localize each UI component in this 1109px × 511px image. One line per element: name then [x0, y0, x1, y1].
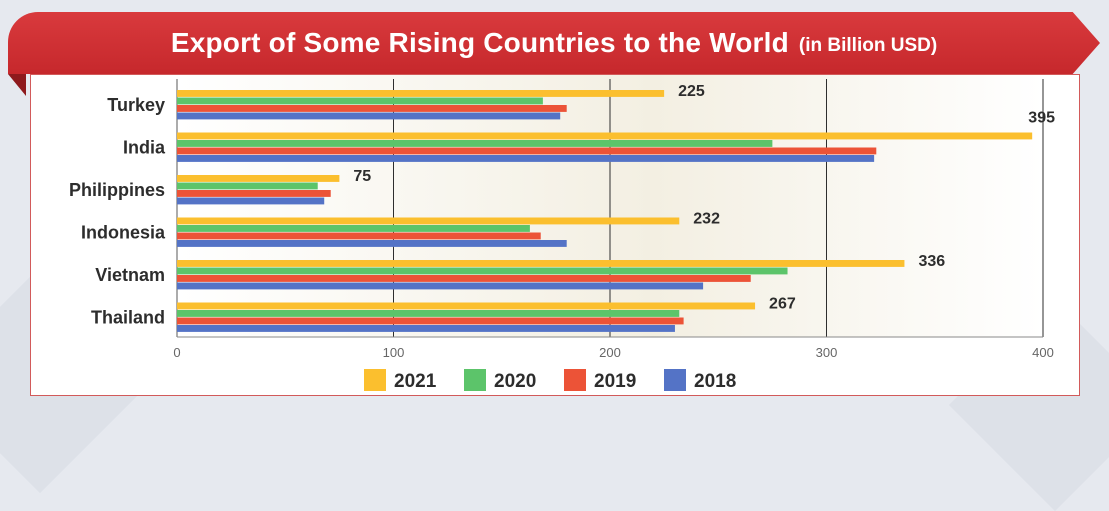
bar-turkey-2019 [177, 105, 567, 112]
bar-india-2021 [177, 132, 1033, 140]
x-tick-label: 0 [173, 345, 180, 360]
bar-india-2019 [177, 147, 877, 155]
bar-india-2020 [177, 140, 773, 147]
legend-label: 2019 [594, 371, 636, 392]
bar-thailand-2020 [177, 310, 680, 317]
data-label: 225 [678, 83, 705, 100]
bar-philippines-2018 [177, 197, 325, 205]
bar-turkey-2021 [177, 90, 665, 97]
x-tick-label: 300 [816, 345, 838, 360]
bar-thailand-2021 [177, 302, 756, 310]
bar-thailand-2019 [177, 317, 684, 325]
legend-swatch-2019 [564, 369, 586, 391]
category-label: Vietnam [95, 265, 165, 285]
bar-chart: Turkey India Philippines Indonesia Vietnam Th… [69, 75, 1055, 392]
banner-fold [8, 74, 26, 96]
bar-vietnam-2018 [177, 282, 704, 290]
data-label: 267 [769, 296, 796, 313]
bar-vietnam-2021 [177, 260, 905, 267]
data-label: 336 [918, 253, 945, 270]
legend-label: 2021 [394, 371, 437, 392]
category-label: Philippines [69, 180, 165, 200]
bar-indonesia-2021 [177, 217, 680, 225]
bar-vietnam-2019 [177, 275, 751, 282]
legend-label: 2020 [494, 371, 536, 392]
legend-swatch-2020 [464, 369, 486, 391]
bar-indonesia-2019 [177, 232, 541, 240]
chart-panel: Turkey India Philippines Indonesia Vietnam Th… [30, 74, 1080, 396]
x-tick-label: 400 [1032, 345, 1054, 360]
bar-philippines-2019 [177, 190, 331, 197]
category-label: Turkey [107, 95, 165, 115]
chart-subtitle: (in Billion USD) [798, 35, 938, 56]
bar-india-2018 [177, 155, 875, 162]
legend-label: 2018 [694, 371, 736, 392]
title-banner: Export of Some Rising Countries to the W… [8, 12, 1100, 74]
bar-philippines-2020 [177, 182, 318, 190]
bar-turkey-2020 [177, 97, 543, 105]
bar-vietnam-2020 [177, 267, 788, 275]
data-label: 75 [353, 168, 371, 185]
category-label: Indonesia [81, 223, 166, 243]
bar-thailand-2018 [177, 325, 675, 332]
data-label: 232 [693, 211, 720, 228]
data-label: 395 [1028, 110, 1055, 127]
legend-swatch-2018 [664, 369, 686, 391]
bar-indonesia-2020 [177, 225, 530, 232]
x-tick-label: 200 [599, 345, 621, 360]
x-tick-label: 100 [383, 345, 405, 360]
bar-turkey-2018 [177, 112, 561, 120]
category-label: Thailand [91, 308, 165, 328]
bar-philippines-2021 [177, 175, 340, 182]
chart-title: Export of Some Rising Countries to the W… [170, 27, 789, 58]
legend-swatch-2021 [364, 369, 386, 391]
category-label: India [123, 138, 166, 158]
bar-indonesia-2018 [177, 240, 567, 247]
